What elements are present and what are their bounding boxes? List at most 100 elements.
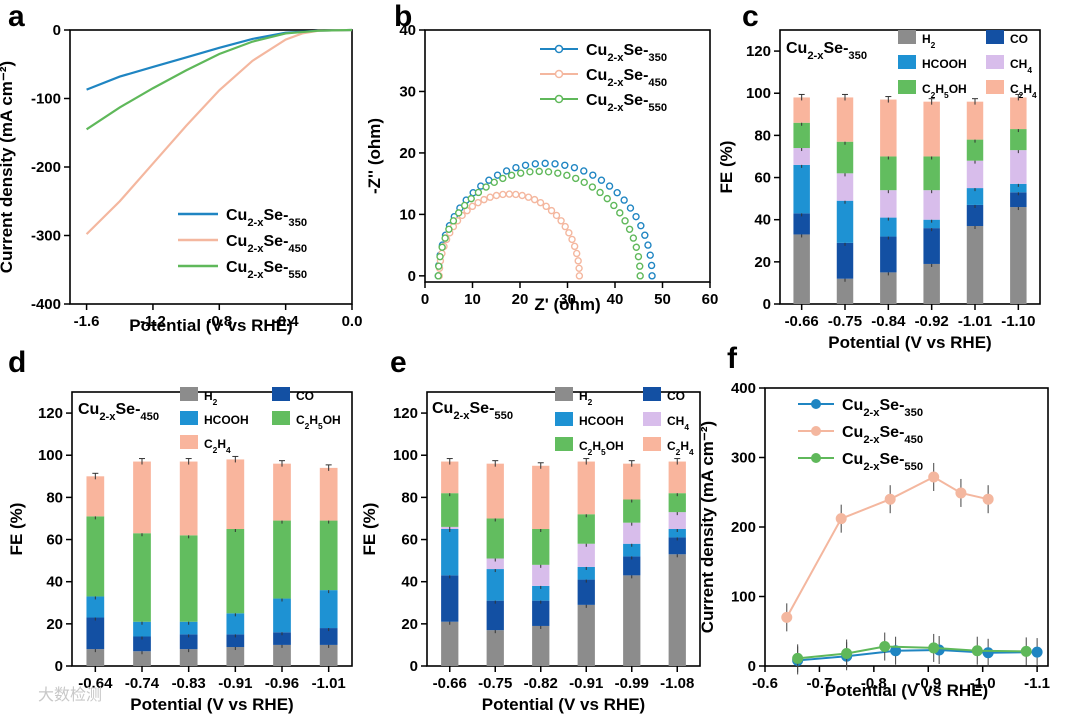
panel-b-point-s350 [626, 204, 635, 212]
panel-b-xtick-label: 10 [464, 291, 481, 308]
panel-b-point-s550 [438, 243, 446, 251]
panel-e-bar-CO [441, 575, 459, 622]
panel-c-ytick-label: 20 [754, 254, 771, 271]
panel-c-legend-swatch [898, 80, 916, 94]
panel-c-bar-H2 [966, 226, 984, 304]
panel-c-title: Cu2-xSe-350 [786, 40, 867, 62]
panel-b-point-s550 [636, 262, 644, 270]
panel-c-bar-H2 [923, 263, 940, 304]
panel-d-bar-C2H4 [86, 476, 105, 517]
panel-d-bar-H2 [133, 651, 151, 666]
panel-b-point-s350 [646, 251, 654, 259]
panel-e-bar-C2H4 [623, 463, 641, 500]
panel-b-point-s550 [580, 178, 588, 187]
panel-b-point-s550 [572, 174, 580, 183]
panel-e-ytick-label: 120 [393, 405, 418, 422]
panel-b-point-s450 [547, 206, 556, 215]
panel-b-point-s550 [632, 243, 641, 251]
panel-d-legend-label: CO [296, 389, 314, 403]
panel-d-bar-CO [319, 628, 338, 645]
panel-e-xtick-label: -0.66 [433, 675, 467, 692]
panel-b-point-s550 [435, 262, 443, 270]
panel-b-legend-marker [554, 44, 564, 54]
panel-c-ytick-label: 40 [754, 212, 771, 229]
panel-c-xtick-label: -1.10 [1001, 313, 1035, 330]
panel-f-point-s450 [928, 471, 940, 483]
panel-f-xlabel: Potential (V vs RHE) [825, 681, 988, 700]
panel-f-series-s550 [797, 645, 1027, 660]
panel-e-bar-H2 [532, 625, 550, 666]
panel-f-xtick-label: -1.0 [970, 675, 996, 692]
panel-b-xlabel: Z' (ohm) [534, 295, 600, 314]
panel-e-legend-label: H2 [579, 389, 593, 407]
panel-b-point-s350 [605, 182, 614, 190]
panel-c-xlabel: Potential (V vs RHE) [828, 333, 991, 352]
panel-d-bar-C2H5OH [86, 516, 105, 597]
panel-c-bar-C2H5OH [1010, 129, 1027, 151]
panel-b-point-s350 [597, 176, 606, 184]
panel-e-legend-label: C2H5OH [579, 439, 624, 457]
panel-e-bar-HCOOH [577, 566, 595, 580]
panel-d-xtick-label: -0.91 [218, 675, 252, 692]
panel-f-legend-label: Cu2-xSe-350 [842, 397, 923, 419]
panel-d-bar-C2H4 [179, 461, 198, 536]
panel-c-legend-swatch [986, 30, 1004, 44]
panel-c-bar-C2H4 [793, 97, 810, 123]
panel-e-bar-CO [668, 537, 686, 555]
panel-e-bar-H2 [668, 554, 686, 666]
panel-f-legend-marker [811, 399, 821, 409]
panel-c-legend-label: C2H5OH [922, 82, 967, 100]
panel-f-point-s450 [835, 513, 847, 525]
panel-e-bar-CH4 [668, 512, 686, 529]
panel-f-legend-marker [811, 453, 821, 463]
panel-b-point-s550 [544, 168, 553, 176]
panel-b-point-s550 [474, 188, 483, 197]
panel-d-xtick-label: -0.83 [172, 675, 206, 692]
watermark: 大数检测 [38, 686, 102, 704]
panel-d-bar-C2H5OH [133, 533, 151, 622]
panel-b-point-s350 [570, 163, 579, 172]
panel-b-point-s550 [482, 183, 490, 191]
panel-f-ytick-label: 0 [748, 658, 756, 675]
panel-f-legend-marker [811, 426, 821, 436]
panel-b-point-s550 [621, 217, 629, 225]
panel-e-xlabel: Potential (V vs RHE) [482, 695, 645, 714]
panel-b-legend-marker [554, 69, 564, 79]
panel-b-legend-label: Cu2-xSe-550 [586, 92, 667, 114]
panel-b-point-s550 [610, 201, 618, 210]
panel-d-bar-HCOOH [133, 621, 151, 637]
panel-b-point-s350 [647, 261, 656, 270]
panel-a-xtick-label: -0.4 [273, 313, 300, 330]
panel-e-legend-swatch [643, 387, 661, 401]
panel-c-bar-C2H4 [880, 99, 897, 157]
panel-d-bar-CO [226, 634, 245, 648]
panel-c-bar-HCOOH [966, 188, 984, 205]
panel-c-ytick-label: 80 [754, 127, 771, 144]
panel-e-ytick-label: 80 [401, 489, 418, 506]
panel-d-bar-C2H5OH [319, 520, 338, 591]
panel-e-ytick-label: 20 [401, 616, 418, 633]
panel-b-point-s450 [574, 257, 582, 265]
panel-c-bar-H2 [880, 272, 897, 304]
panel-c-bar-CH4 [836, 173, 854, 201]
panel-b-xtick-label: 50 [654, 291, 671, 308]
panel-b-point-s450 [524, 193, 533, 201]
panel-b-ytick-label: 40 [399, 22, 416, 39]
panel-f-ytick-label: 400 [731, 380, 756, 397]
panel-a-xtick-label: -1.6 [74, 313, 100, 330]
panel-c-bar-CH4 [923, 190, 940, 220]
panel-d-bar-HCOOH [179, 621, 198, 635]
panel-e-xtick-label: -0.99 [615, 675, 649, 692]
panel-c-bar-CH4 [880, 190, 897, 218]
panel-b-point-s350 [589, 171, 597, 179]
panel-d-ytick-label: 40 [46, 574, 63, 591]
panel-b-point-s450 [570, 242, 579, 251]
panel-b-point-s350 [641, 231, 649, 239]
panel-d-bar-H2 [86, 649, 105, 666]
panel-a-xtick-label: -0.8 [206, 313, 232, 330]
panel-c-bar-HCOOH [880, 217, 897, 237]
panel-c-bar-C2H5OH [923, 156, 940, 191]
panel-b-point-s550 [467, 194, 475, 203]
panel-a-legend-label: Cu2-xSe-350 [226, 207, 307, 229]
panel-d-legend-swatch [180, 435, 198, 449]
